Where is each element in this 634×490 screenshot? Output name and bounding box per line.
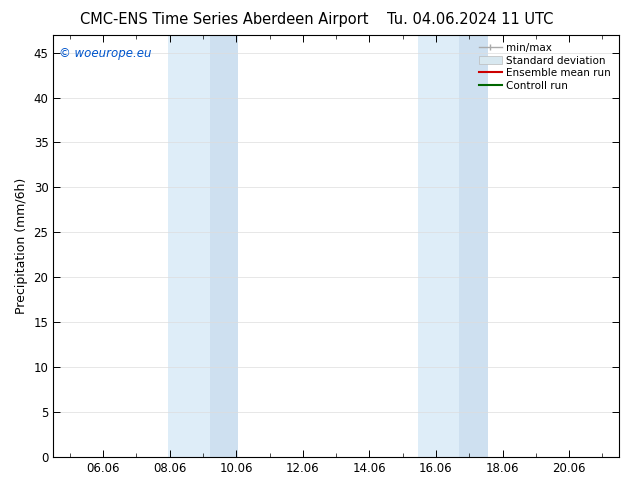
Text: © woeurope.eu: © woeurope.eu (59, 47, 152, 60)
Bar (459, 35, 488, 457)
Bar (418, 35, 459, 457)
Text: CMC-ENS Time Series Aberdeen Airport    Tu. 04.06.2024 11 UTC: CMC-ENS Time Series Aberdeen Airport Tu.… (81, 12, 553, 27)
Bar (210, 35, 238, 457)
Bar (168, 35, 210, 457)
Legend: min/max, Standard deviation, Ensemble mean run, Controll run: min/max, Standard deviation, Ensemble me… (476, 40, 614, 94)
Y-axis label: Precipitation (mm/6h): Precipitation (mm/6h) (15, 178, 28, 314)
